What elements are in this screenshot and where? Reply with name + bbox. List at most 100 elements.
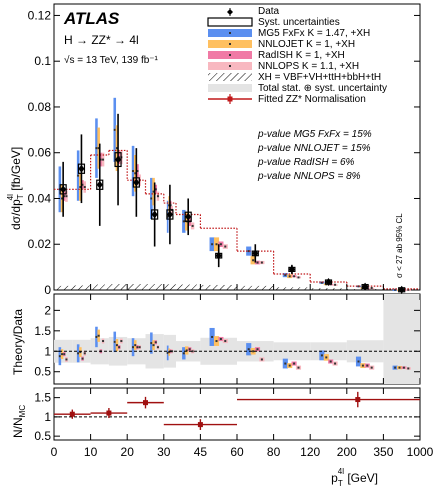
ratio-center — [191, 350, 194, 353]
ratio-y-axis-label: Theory/Data — [11, 309, 25, 375]
ratio-center — [134, 344, 137, 347]
prediction-center — [113, 128, 116, 131]
ratio-center — [113, 340, 116, 343]
ratio-center — [219, 338, 222, 340]
ratio-y-tick-label: 2 — [44, 303, 51, 317]
prediction-center — [407, 288, 410, 291]
ratio-center — [136, 346, 139, 349]
ratio-center — [166, 351, 169, 354]
energy-label: √s = 13 TeV, 139 fb⁻¹ — [64, 54, 159, 66]
data-point — [166, 210, 173, 219]
xh-hatch-bar — [200, 284, 237, 290]
x-axis: 0 10 20 30 45 60 80 120 200 350 1000 — [51, 284, 434, 459]
ratio-center — [152, 344, 155, 347]
ratio-center — [150, 342, 153, 345]
prediction-center — [182, 220, 185, 223]
prediction-center — [65, 195, 68, 198]
ratio-center — [366, 364, 369, 367]
ratio-center — [138, 346, 141, 349]
x-tick-label: 200 — [337, 445, 357, 459]
top-y-tick-label: 0.04 — [28, 191, 52, 205]
process-label: H → ZZ* → 4l — [64, 33, 139, 47]
legend-label: RadISH K = 1, +XH — [258, 50, 345, 61]
legend-label: MG5 FxFx K = 1.47, +XH — [258, 28, 370, 39]
norm-point — [143, 400, 148, 406]
xh-hatch-bar — [145, 284, 164, 290]
prediction-center — [394, 288, 397, 291]
ratio-center — [357, 360, 360, 363]
xh-hatch-bar — [176, 284, 201, 290]
ratio-y-tick-label: 1 — [44, 344, 51, 358]
ratio-center — [297, 366, 300, 369]
top-y-tick-label: 0.1 — [34, 54, 51, 68]
ratio-center — [132, 346, 135, 349]
x-tick-label: 30 — [157, 445, 171, 459]
norm-point — [355, 397, 361, 403]
ratio-center — [79, 351, 82, 354]
prediction-center — [61, 197, 64, 200]
xh-hatch-bar — [90, 284, 109, 290]
prediction-center — [77, 174, 80, 177]
norm-point — [197, 422, 203, 428]
xh-hatch-bar — [72, 285, 91, 290]
legend-syst-box — [207, 17, 253, 27]
p-value-list: p-value MG5 FxFx = 15% p-value NNLOJET = … — [257, 129, 372, 182]
data-syst-box — [77, 163, 86, 174]
prediction-center — [320, 281, 323, 284]
legend-label: Syst. uncertainties — [258, 17, 340, 28]
prediction-center — [63, 195, 66, 198]
xh-hatch-bar — [127, 284, 146, 290]
data-point — [151, 210, 158, 219]
prediction-center — [150, 197, 153, 200]
legend-label: NNLOJET K = 1, +XH — [258, 39, 355, 50]
prediction-center — [247, 250, 250, 253]
prediction-center — [293, 275, 296, 278]
ratio-center — [77, 352, 80, 355]
norm-point — [69, 411, 75, 417]
data-point — [96, 180, 103, 189]
prediction-center — [256, 261, 259, 264]
norm-point — [106, 410, 112, 416]
ratio-center — [120, 340, 123, 343]
legend-grey-swatch — [208, 84, 252, 92]
prediction-center — [215, 243, 218, 246]
legend-band-center — [229, 32, 231, 34]
xh-hatch-bar — [273, 287, 311, 290]
legend-data-marker — [227, 9, 233, 15]
ratio-center — [256, 348, 259, 351]
norm-y-tick-label: 0.5 — [34, 429, 51, 443]
top-y-tick-label: 0.06 — [28, 146, 52, 160]
data-point — [252, 249, 259, 258]
ratio-center — [185, 349, 188, 352]
data-point — [215, 251, 222, 260]
prediction-center — [370, 286, 373, 289]
x-tick-label: 20 — [121, 445, 135, 459]
ratio-y-tick-label: 1.5 — [34, 324, 51, 338]
ratio-center — [334, 362, 337, 365]
ratio-center — [156, 346, 159, 349]
ratio-center — [63, 353, 66, 356]
xh-hatch-bar — [54, 285, 73, 290]
prediction-center — [95, 147, 98, 150]
p-value-text: p-value NNLOPS = 8% — [257, 171, 361, 182]
prediction-center — [357, 285, 360, 288]
ratio-center — [115, 344, 118, 347]
xh-hatch-bar — [108, 284, 128, 290]
ratio-center — [293, 362, 296, 365]
top-y-tick-label: 0.08 — [28, 100, 52, 114]
norm-y-tick-label: 1 — [44, 410, 51, 424]
ratio-center — [407, 367, 410, 370]
prediction-center — [191, 224, 194, 227]
ratio-center — [61, 353, 64, 356]
top-y-axis-label: dσ/dpT4l [fb/GeV] — [6, 147, 25, 230]
ratio-center — [402, 366, 405, 369]
prediction-center — [83, 186, 86, 189]
prediction-center — [79, 186, 82, 189]
xh-hatch-bar — [237, 285, 274, 290]
prediction-center — [81, 183, 84, 186]
xh-hatch-bar — [310, 288, 347, 290]
ratio-center — [168, 351, 171, 354]
legend-hatch-swatch — [208, 73, 252, 81]
data-point — [288, 265, 295, 274]
